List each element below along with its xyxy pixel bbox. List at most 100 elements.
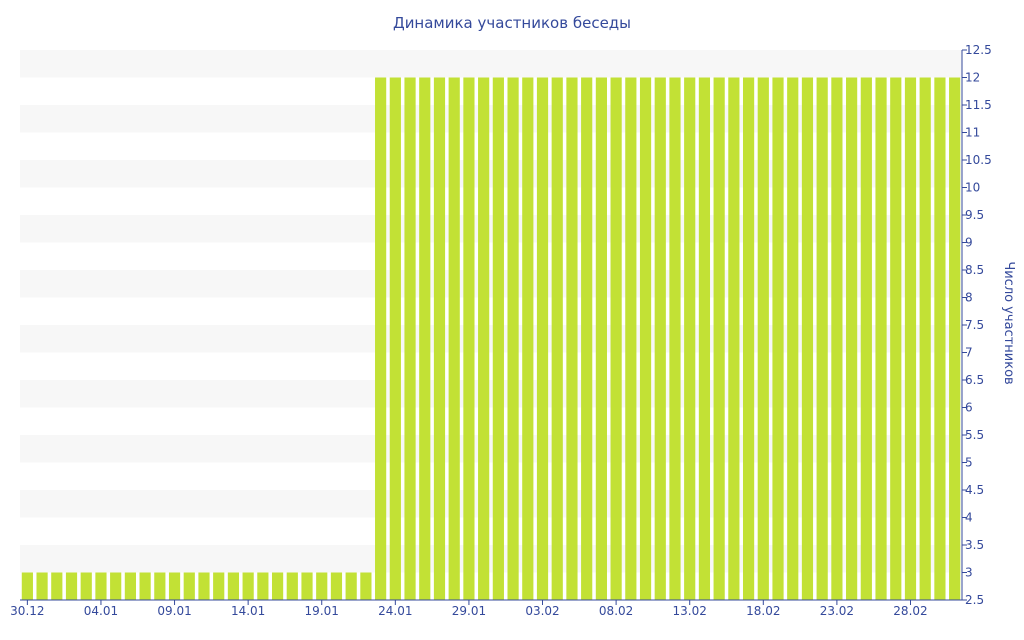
y-tick-label: 6 bbox=[965, 401, 973, 415]
y-tick-label: 3 bbox=[965, 566, 973, 580]
x-tick-label: 03.02 bbox=[525, 604, 559, 618]
bar bbox=[463, 77, 475, 600]
bar bbox=[198, 572, 210, 600]
bar bbox=[301, 572, 313, 600]
y-tick-label: 7.5 bbox=[965, 318, 984, 332]
bar bbox=[271, 572, 284, 600]
x-tick-label: 08.02 bbox=[599, 604, 633, 618]
bars bbox=[21, 77, 961, 600]
bar bbox=[124, 572, 136, 600]
bar bbox=[713, 77, 725, 600]
bar bbox=[787, 77, 799, 600]
y-tick-label: 5 bbox=[965, 456, 973, 470]
x-tick-label: 28.02 bbox=[893, 604, 927, 618]
y-tick-label: 8.5 bbox=[965, 263, 984, 277]
bar bbox=[801, 77, 814, 600]
bar bbox=[551, 77, 563, 600]
bar bbox=[404, 77, 416, 600]
x-tick-label: 29.01 bbox=[452, 604, 486, 618]
bar bbox=[595, 77, 607, 600]
bar bbox=[625, 77, 637, 600]
bar bbox=[375, 77, 387, 600]
x-tick-label: 24.01 bbox=[378, 604, 412, 618]
bar bbox=[492, 77, 504, 600]
bar bbox=[65, 572, 78, 600]
bar bbox=[875, 77, 887, 600]
bar bbox=[742, 77, 755, 600]
bar bbox=[507, 77, 519, 600]
y-tick-label: 8 bbox=[965, 291, 973, 305]
bar bbox=[419, 77, 431, 600]
bar bbox=[51, 572, 63, 600]
bar bbox=[566, 77, 578, 600]
bar bbox=[213, 572, 225, 600]
y-tick-label: 9.5 bbox=[965, 208, 984, 222]
bar bbox=[654, 77, 666, 600]
y-tick-label: 3.5 bbox=[965, 538, 984, 552]
bar bbox=[389, 77, 401, 600]
y-tick-label: 11 bbox=[965, 126, 980, 140]
bar bbox=[316, 572, 328, 600]
bar bbox=[286, 572, 298, 600]
y-tick-label: 11.5 bbox=[965, 98, 992, 112]
x-tick-label: 19.01 bbox=[305, 604, 339, 618]
bar bbox=[139, 572, 151, 600]
bar bbox=[698, 77, 711, 600]
bar bbox=[257, 572, 269, 600]
bar bbox=[684, 77, 696, 600]
y-tick-label: 4 bbox=[965, 511, 973, 525]
x-tick-label: 23.02 bbox=[820, 604, 854, 618]
x-tick-label: 30.12 bbox=[10, 604, 44, 618]
y-axis-label: Число участников bbox=[1001, 261, 1016, 384]
bar bbox=[639, 77, 652, 600]
bar bbox=[448, 77, 460, 600]
bar bbox=[904, 77, 917, 600]
grid-band bbox=[20, 50, 962, 78]
bar bbox=[919, 77, 931, 600]
y-tick-label: 10.5 bbox=[965, 153, 992, 167]
x-tick-label: 14.01 bbox=[231, 604, 265, 618]
bar bbox=[80, 572, 92, 600]
bar bbox=[21, 572, 33, 600]
bar bbox=[831, 77, 843, 600]
bar bbox=[816, 77, 828, 600]
chart-title: Динамика участников беседы bbox=[393, 14, 631, 32]
bar bbox=[227, 572, 240, 600]
bar bbox=[772, 77, 784, 600]
x-axis-ticks: 30.12 04.01 09.01 14.01 19.01 24.01 29.01 03.02… bbox=[10, 600, 928, 618]
bar bbox=[522, 77, 534, 600]
y-tick-label: 2.5 bbox=[965, 593, 984, 607]
y-tick-label: 10 bbox=[965, 181, 980, 195]
bar bbox=[846, 77, 858, 600]
x-tick-label: 09.01 bbox=[157, 604, 191, 618]
bar bbox=[95, 572, 107, 600]
bar bbox=[168, 572, 181, 600]
bar bbox=[669, 77, 681, 600]
bar bbox=[860, 77, 872, 600]
bar bbox=[330, 572, 343, 600]
bar bbox=[934, 77, 946, 600]
x-tick-label: 04.01 bbox=[84, 604, 118, 618]
bar bbox=[890, 77, 902, 600]
bar bbox=[183, 572, 195, 600]
bar bbox=[581, 77, 593, 600]
y-tick-label: 12 bbox=[965, 71, 980, 85]
bar bbox=[433, 77, 446, 600]
y-axis-ticks: 2.5 3 3.5 4 4.5 5 5.5 6 6.5 7 7.5 8 8.5 9 9.5 10 10.5 11 1… bbox=[962, 43, 992, 607]
bar bbox=[536, 77, 549, 600]
x-tick-label: 18.02 bbox=[746, 604, 780, 618]
bar bbox=[949, 77, 961, 600]
bar bbox=[154, 572, 166, 600]
bar bbox=[36, 572, 48, 600]
y-tick-label: 6.5 bbox=[965, 373, 984, 387]
bar bbox=[610, 77, 622, 600]
y-tick-label: 7 bbox=[965, 346, 973, 360]
bar bbox=[242, 572, 254, 600]
bar bbox=[360, 572, 372, 600]
bar bbox=[757, 77, 769, 600]
y-tick-label: 9 bbox=[965, 236, 973, 250]
bar bbox=[345, 572, 357, 600]
x-tick-label: 13.02 bbox=[673, 604, 707, 618]
y-tick-label: 4.5 bbox=[965, 483, 984, 497]
